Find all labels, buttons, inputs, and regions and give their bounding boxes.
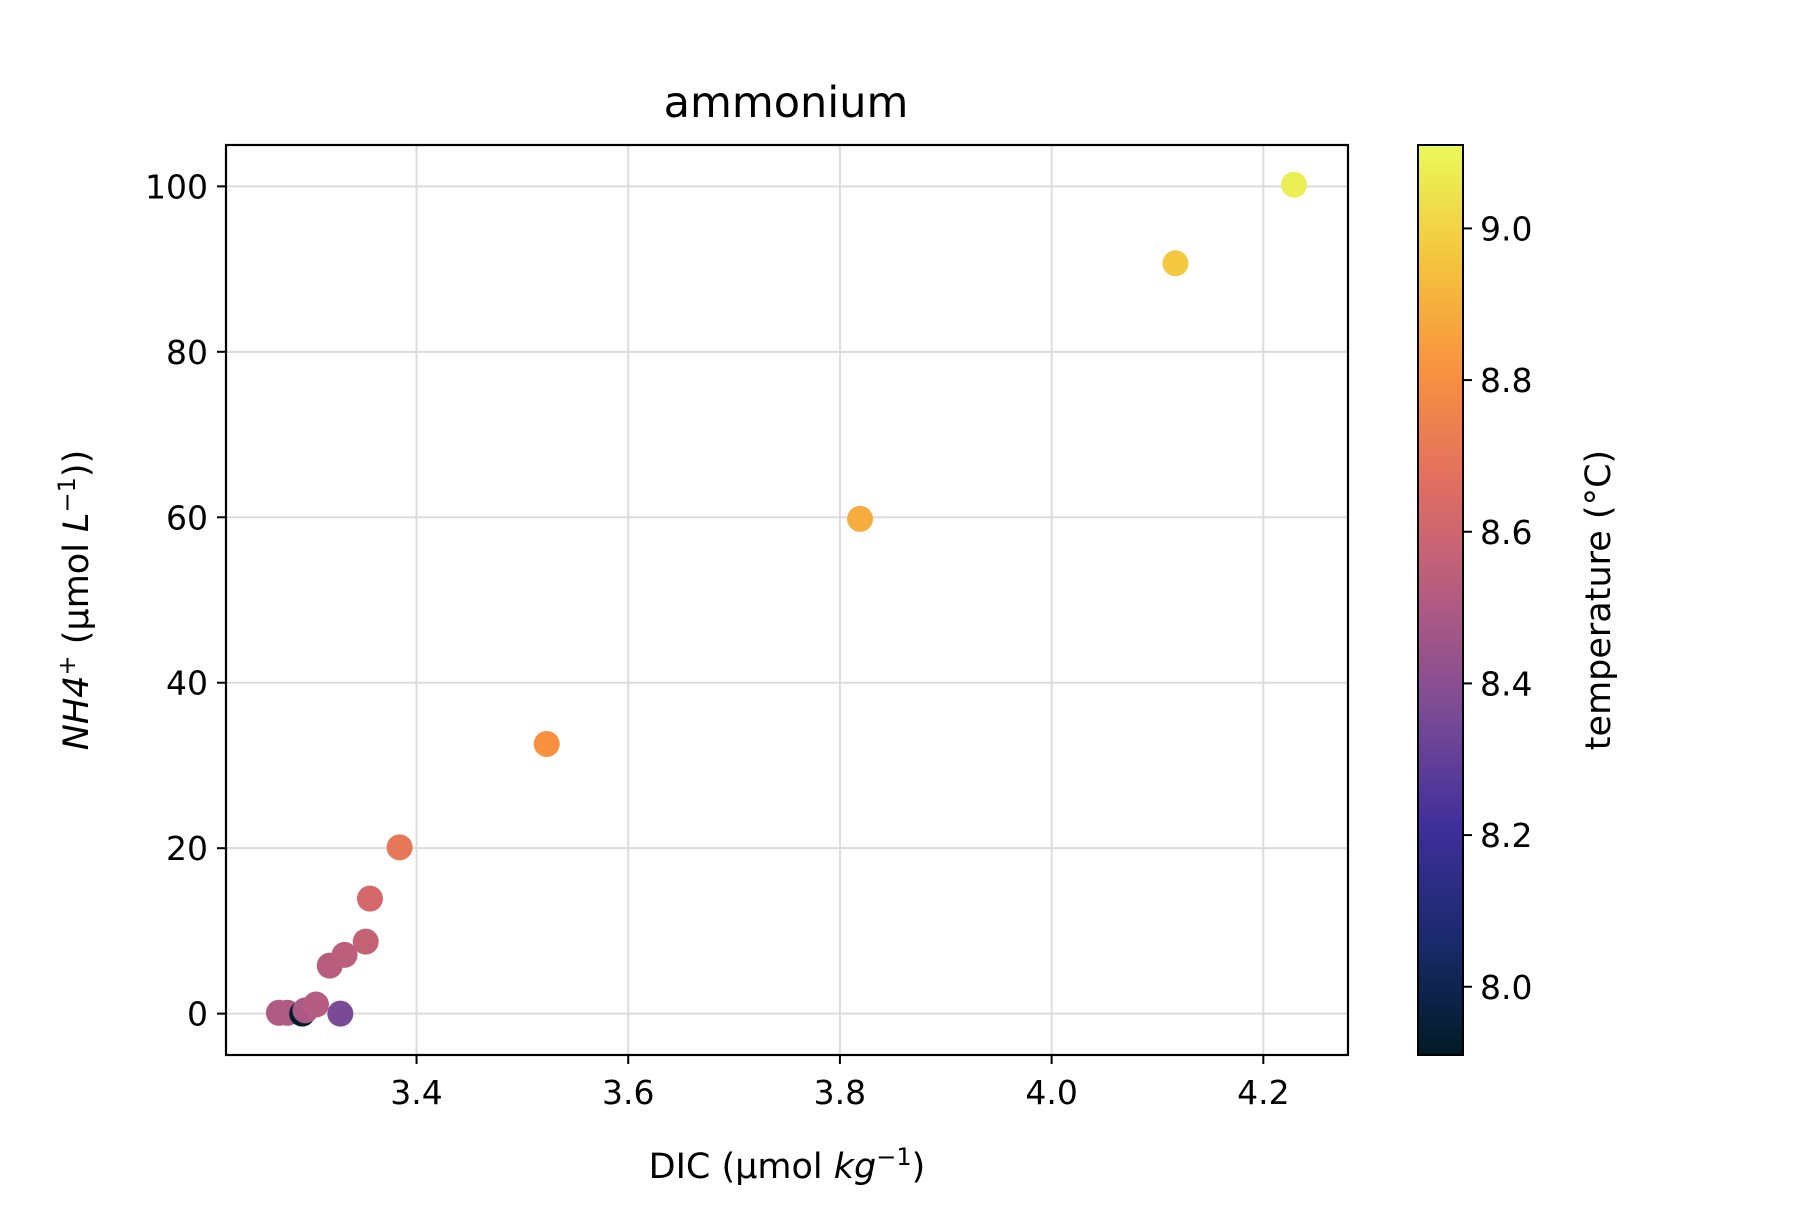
- y-tick-label: 20: [166, 829, 208, 868]
- scatter-point: [352, 928, 379, 955]
- y-tick-label: 60: [166, 498, 208, 537]
- colorbar-tick-label: 8.6: [1480, 513, 1532, 552]
- colorbar-label: temperature (°C): [1579, 450, 1619, 750]
- plot-frame: [224, 143, 1350, 1057]
- scatter-point: [1281, 171, 1308, 198]
- x-axis-label: DIC (μmol kg−1): [649, 1143, 926, 1187]
- scatter-point: [533, 730, 560, 757]
- x-tick-label: 4.2: [1237, 1073, 1289, 1112]
- x-tick-label: 4.0: [1025, 1073, 1077, 1112]
- scatter-point: [327, 1000, 354, 1027]
- colorbar-tick-label: 8.4: [1480, 664, 1532, 703]
- x-tick-label: 3.8: [814, 1073, 866, 1112]
- colorbar: [1417, 144, 1464, 1056]
- chart-title: ammonium: [664, 78, 909, 128]
- x-tick-label: 3.4: [390, 1073, 442, 1112]
- y-tick-label: 40: [166, 664, 208, 703]
- colorbar-ticks: 8.0 8.2 8.4 8.6 8.8 9.0: [1463, 209, 1532, 1007]
- scatter-point: [356, 885, 383, 912]
- y-axis-ticks: 0 20 40 60 80 100: [145, 167, 226, 1034]
- y-tick-label: 100: [145, 167, 208, 206]
- scatter-point: [1162, 250, 1189, 277]
- colorbar-tick-label: 8.8: [1480, 361, 1532, 400]
- scatter-point: [386, 834, 413, 861]
- scatter-points: [265, 171, 1308, 1027]
- colorbar-tick-label: 8.0: [1480, 968, 1532, 1007]
- x-axis-ticks: 3.4 3.6 3.8 4.0 4.2: [390, 1055, 1290, 1112]
- x-tick-label: 3.6: [602, 1073, 654, 1112]
- colorbar-tick-label: 9.0: [1480, 209, 1532, 248]
- scatter-point: [847, 505, 874, 532]
- colorbar-tick-label: 8.2: [1480, 816, 1532, 855]
- grid-lines: [226, 145, 1348, 1055]
- y-tick-label: 0: [187, 995, 208, 1034]
- y-axis-label: NH4+ (μmol L−1)): [53, 450, 97, 751]
- scatter-point: [302, 991, 329, 1018]
- y-tick-label: 80: [166, 333, 208, 372]
- scatter-point: [331, 941, 358, 968]
